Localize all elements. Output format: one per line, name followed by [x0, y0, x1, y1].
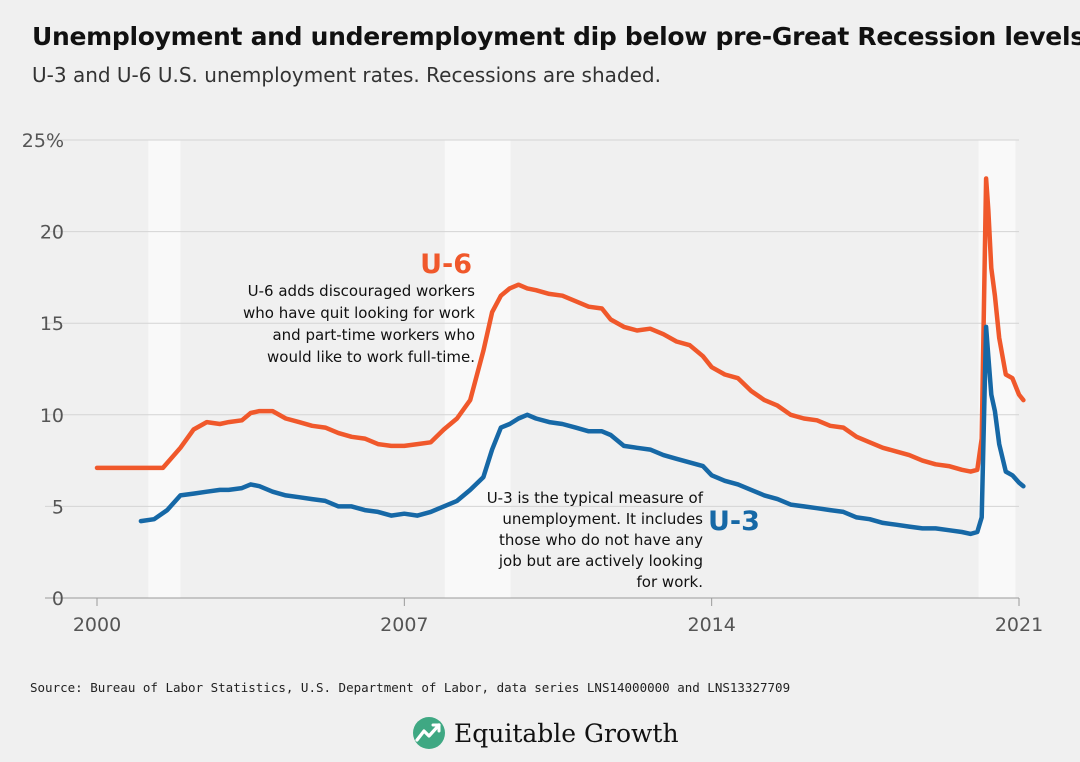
u6-annotation-line: and part-time workers who [272, 326, 475, 344]
u6-annotation-line: who have quit looking for work [243, 304, 475, 322]
brand-name: Equitable Growth [454, 718, 679, 748]
u3-annotation-line: those who do not have any [499, 531, 703, 549]
series-layer [94, 176, 1026, 537]
u3-annotation-line: job but are actively looking [498, 552, 703, 570]
y-axis-tick-labels: 0 5 10 15 20 25% [22, 130, 64, 610]
equitable-growth-logo-icon [413, 717, 445, 749]
x-tick-label: 2000 [73, 614, 121, 636]
recession-band-1 [148, 140, 181, 598]
y-tick-label: 15 [40, 313, 64, 335]
chart-subtitle: U-3 and U-6 U.S. unemployment rates. Rec… [32, 63, 661, 87]
annotation-layer: U-6 U-6 adds discouraged workers who have … [243, 249, 760, 591]
x-tick-label: 2021 [995, 614, 1043, 636]
x-axis-tick-labels: 2000 2007 2014 2021 [73, 598, 1043, 636]
x-tick-label: 2014 [687, 614, 735, 636]
y-tick-label: 10 [40, 405, 64, 427]
grid-layer [45, 139, 1019, 599]
u3-series-label: U-3 [708, 506, 760, 537]
u6-annotation-line: would like to work full-time. [267, 348, 475, 366]
u6-annotation-line: U-6 adds discouraged workers [248, 282, 476, 300]
u3-annotation-line: unemployment. It includes [502, 510, 703, 528]
y-tick-label: 5 [52, 496, 64, 518]
brand-logo: Equitable Growth [412, 716, 679, 750]
u3-annotation-line: for work. [637, 573, 703, 591]
x-tick-label: 2007 [380, 614, 428, 636]
y-tick-label: 20 [40, 222, 64, 244]
recession-shading-layer [148, 140, 1016, 598]
line-chart: 0 5 10 15 20 25% 2000 2007 2014 2021 U-6 U-6 adds… [22, 130, 1043, 636]
u3-annotation-line: U-3 is the typical measure of [487, 489, 704, 507]
chart-title: Unemployment and underemployment dip bel… [32, 22, 1080, 51]
y-tick-label: 25% [22, 130, 64, 152]
series-line-u-6 [94, 176, 1026, 474]
u6-series-label: U-6 [420, 249, 472, 280]
y-tick-label: 0 [52, 588, 64, 610]
source-note: Source: Bureau of Labor Statistics, U.S.… [30, 680, 791, 695]
series-line-u-3 [138, 324, 1026, 537]
